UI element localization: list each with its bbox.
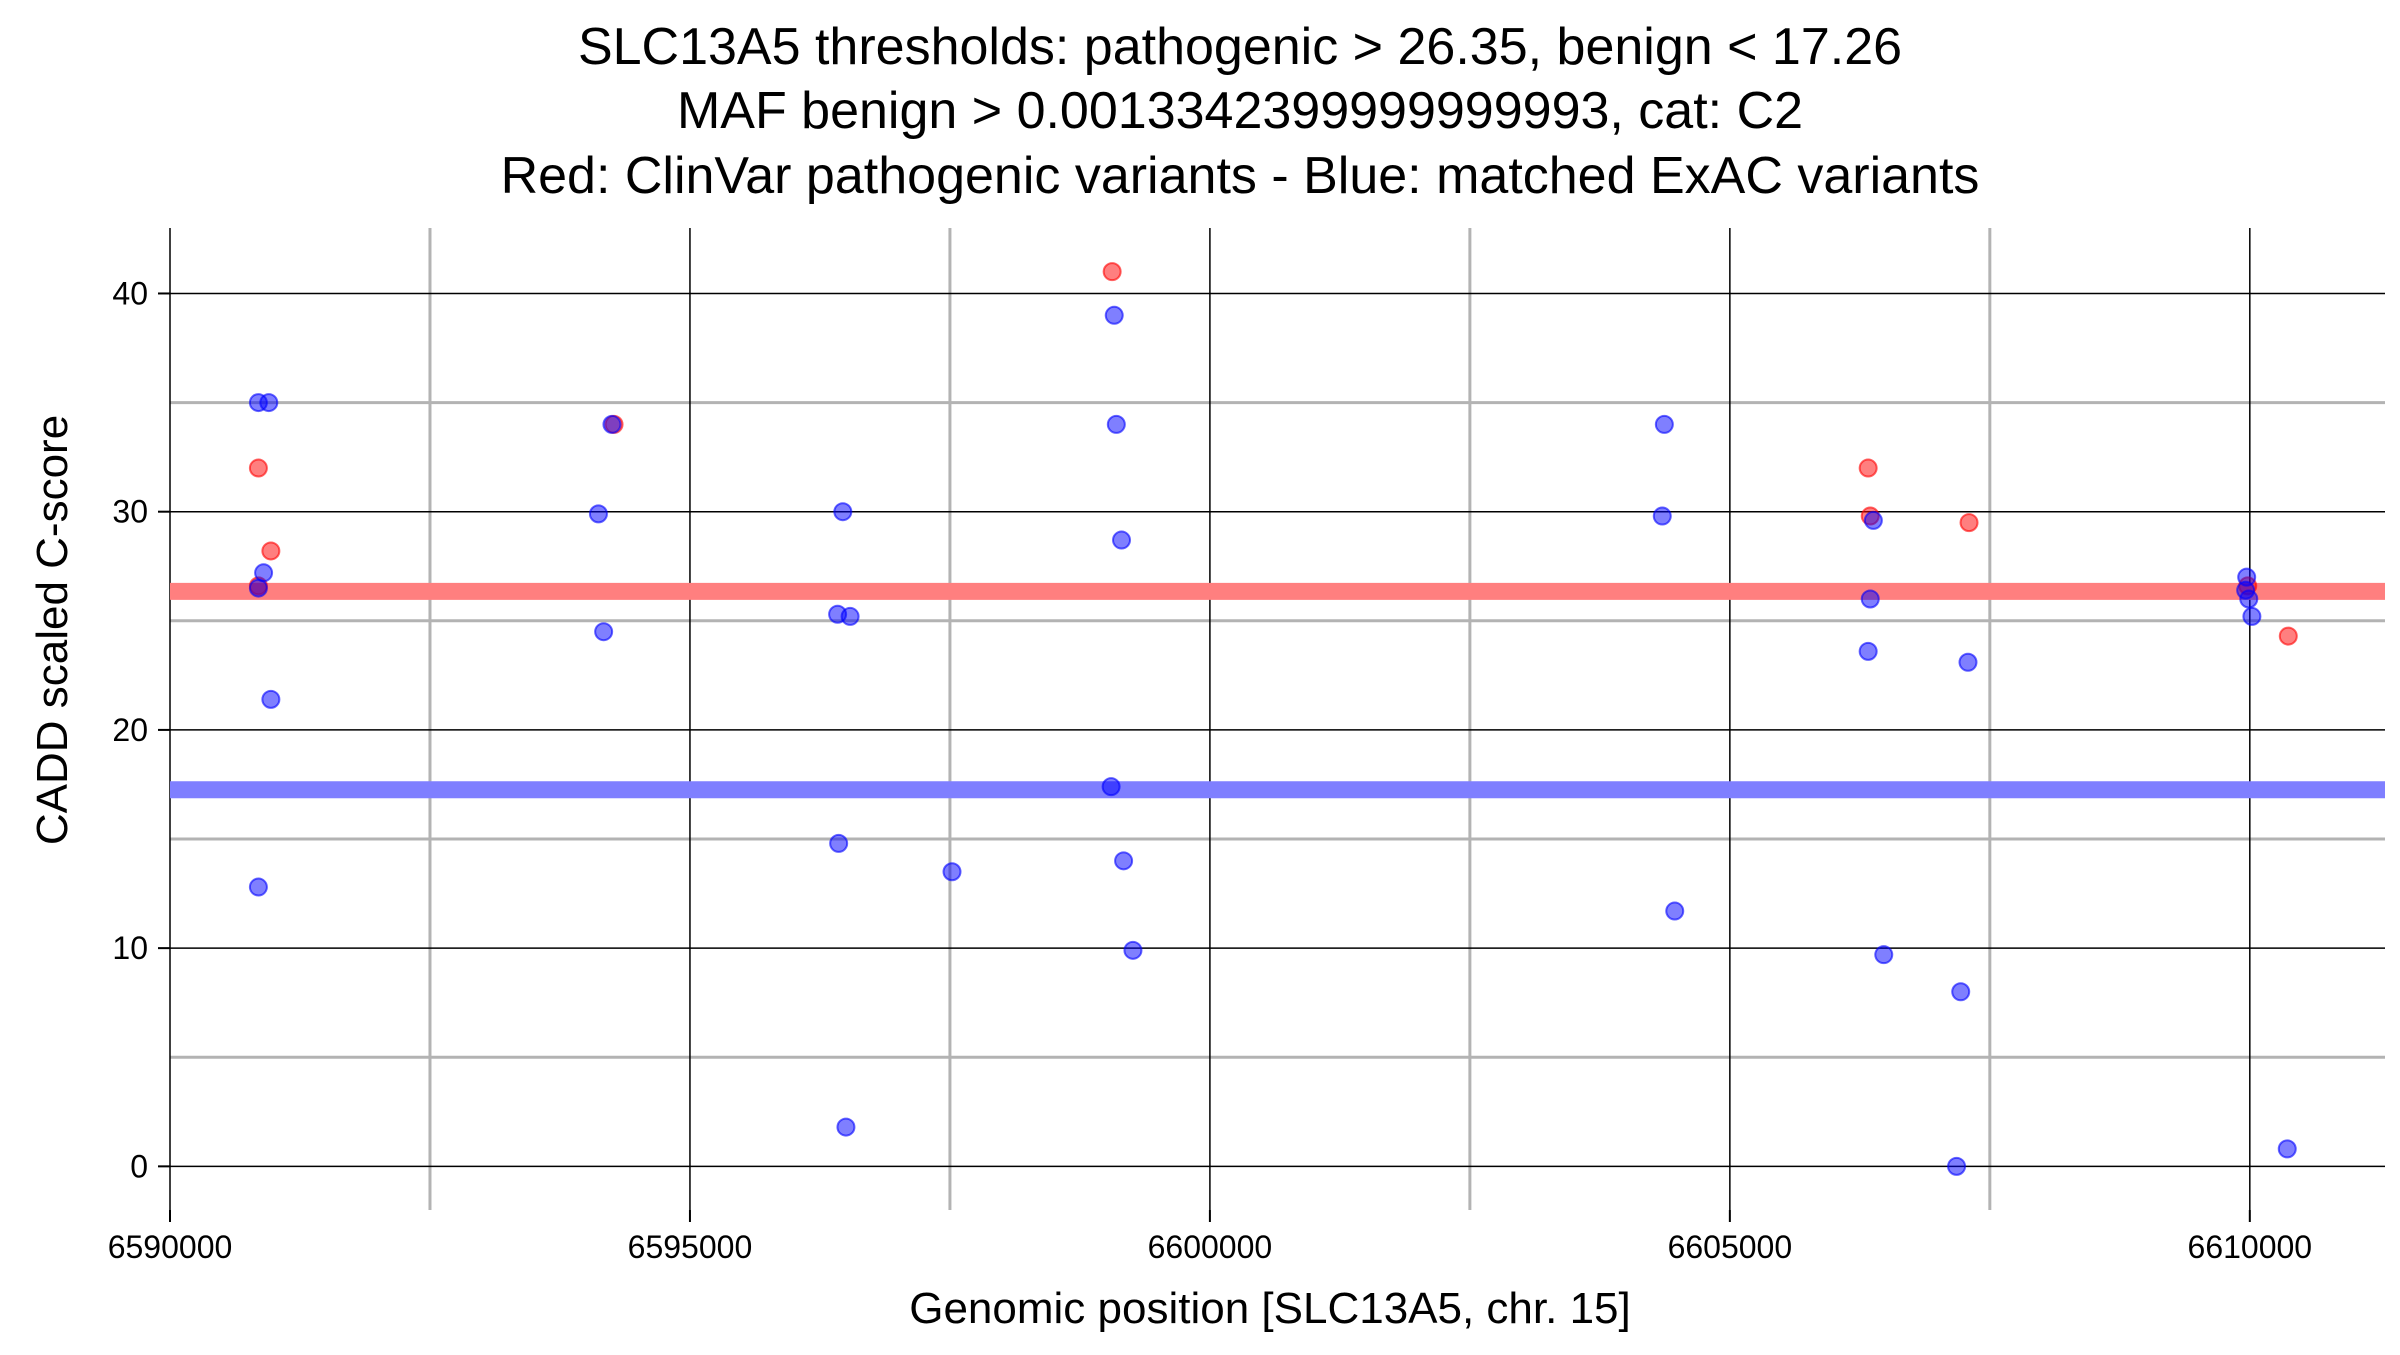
clinvar-point xyxy=(1959,513,1979,533)
exac-point xyxy=(261,689,281,709)
x-tick-label: 6605000 xyxy=(1668,1229,1793,1265)
exac-point xyxy=(248,877,268,897)
threshold-lines xyxy=(170,582,2385,799)
clinvar-point xyxy=(261,541,281,561)
major-grid xyxy=(169,228,2385,1210)
exac-point xyxy=(1863,510,1883,530)
exac-point xyxy=(588,504,608,524)
exac-point xyxy=(836,1117,856,1137)
exac-point xyxy=(1652,506,1672,526)
clinvar-point xyxy=(1102,262,1122,282)
exac-point xyxy=(602,414,622,434)
y-tick-label: 40 xyxy=(112,275,148,311)
y-axis-title: CADD scaled C-score xyxy=(28,415,77,845)
x-tick-label: 6590000 xyxy=(108,1229,233,1265)
exac-point xyxy=(248,578,268,598)
clinvar-point xyxy=(2278,626,2298,646)
x-tick-label: 6610000 xyxy=(2188,1229,2313,1265)
exac-point xyxy=(1106,414,1126,434)
axes: 6590000 6595000 6600000 6605000 6610000 0 10 20… xyxy=(108,275,2312,1265)
exac-point xyxy=(1858,641,1878,661)
clinvar-point xyxy=(248,458,268,478)
exac-point xyxy=(840,606,860,626)
clinvar-point xyxy=(1858,458,1878,478)
exac-point xyxy=(1665,901,1685,921)
x-tick-label: 6595000 xyxy=(628,1229,753,1265)
exac-point xyxy=(1112,530,1132,550)
exac-point xyxy=(594,622,614,642)
x-axis-title: Genomic position [SLC13A5, chr. 15] xyxy=(909,1284,1631,1333)
exac-point xyxy=(1951,982,1971,1002)
exac-point xyxy=(1947,1156,1967,1176)
exac-point xyxy=(1654,414,1674,434)
exac-point xyxy=(1104,305,1124,325)
exac-point xyxy=(2277,1139,2297,1159)
exac-point xyxy=(1860,589,1880,609)
exac-point xyxy=(2239,589,2259,609)
minor-grid xyxy=(170,228,2385,1210)
y-tick-label: 20 xyxy=(112,712,148,748)
exac-point xyxy=(1114,851,1134,871)
exac-point xyxy=(1123,940,1143,960)
exac-point xyxy=(829,833,849,853)
exac-point xyxy=(1874,945,1894,965)
y-tick-label: 0 xyxy=(130,1148,148,1184)
exac-point xyxy=(2242,606,2262,626)
exac-point xyxy=(833,502,853,522)
x-tick-label: 6600000 xyxy=(1148,1229,1273,1265)
chart-title-line-3: Red: ClinVar pathogenic variants - Blue:… xyxy=(501,147,1980,205)
y-tick-label: 10 xyxy=(112,930,148,966)
chart-title-line-1: SLC13A5 thresholds: pathogenic > 26.35, … xyxy=(578,18,1902,76)
exac-point xyxy=(1101,777,1121,797)
chart-title-line-2: MAF benign > 0.0013342399999999993, cat:… xyxy=(677,82,1803,140)
exac-point xyxy=(259,393,279,413)
y-tick-label: 30 xyxy=(112,494,148,530)
exac-point xyxy=(942,862,962,882)
data-points xyxy=(248,262,2298,1176)
exac-point xyxy=(1958,652,1978,672)
